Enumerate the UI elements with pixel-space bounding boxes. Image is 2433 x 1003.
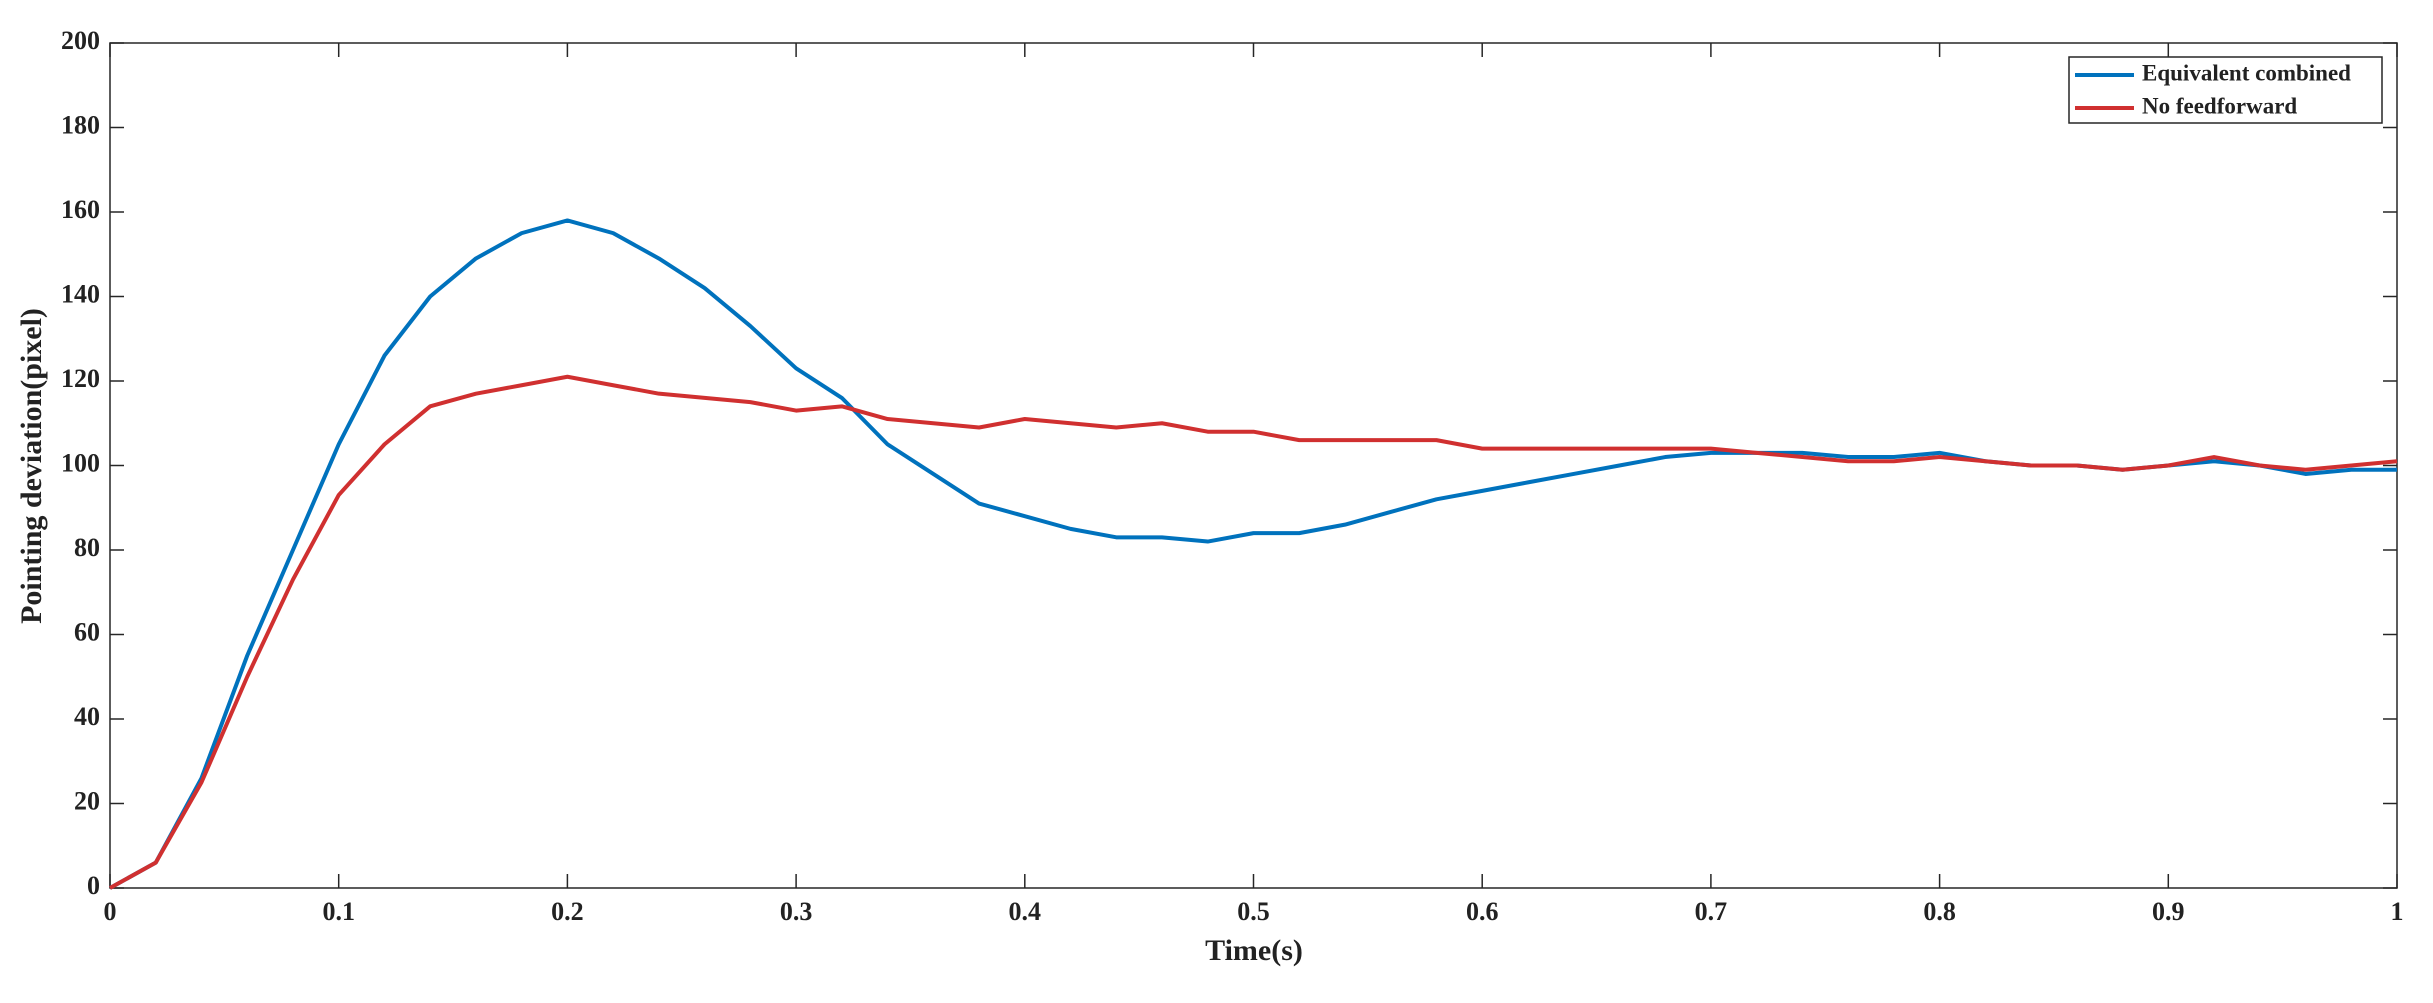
x-tick-label: 0.8: [1923, 897, 1956, 926]
y-tick-label: 180: [61, 110, 100, 139]
y-axis-label: Pointing deviation(pixel): [15, 308, 48, 624]
x-tick-label: 0.9: [2152, 897, 2185, 926]
y-tick-label: 160: [61, 195, 100, 224]
y-tick-label: 200: [61, 26, 100, 55]
y-tick-label: 20: [74, 786, 100, 815]
x-tick-label: 0.1: [322, 897, 355, 926]
x-tick-label: 0.2: [551, 897, 584, 926]
line-series: [109, 374, 2398, 890]
x-tick-label: 0.5: [1237, 897, 1270, 926]
x-tick-label: 0.7: [1695, 897, 1728, 926]
legend-label: Equivalent combined: [2142, 60, 2351, 85]
y-tick-label: 100: [61, 448, 100, 477]
x-axis-label: Time(s): [1205, 934, 1303, 967]
y-tick-label: 120: [61, 364, 100, 393]
legend-label: No feedforward: [2142, 93, 2297, 118]
x-tick-label: 0.6: [1466, 897, 1499, 926]
y-tick-label: 80: [74, 533, 100, 562]
legend-box: [2068, 56, 2383, 124]
y-tick-label: 40: [74, 702, 100, 731]
x-tick-label: 1: [2391, 897, 2404, 926]
y-tick-label: 140: [61, 279, 100, 308]
y-tick-label: 0: [87, 871, 100, 900]
x-tick-label: 0: [104, 897, 117, 926]
x-tick-label: 0.4: [1009, 897, 1042, 926]
x-tick-label: 0.3: [780, 897, 813, 926]
y-tick-label: 60: [74, 617, 100, 646]
